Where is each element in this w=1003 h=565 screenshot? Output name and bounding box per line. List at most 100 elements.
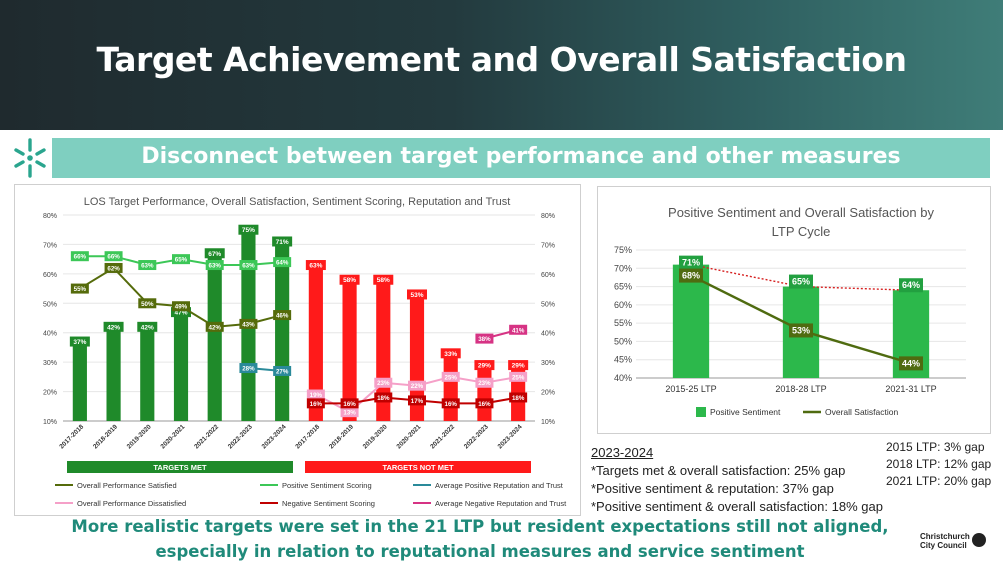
y-tick-label-left: 80% — [43, 213, 57, 220]
y-tick-label-left: 60% — [43, 272, 57, 279]
notes-panel: 2023-2024 *Targets met & overall satisfa… — [591, 444, 883, 516]
series-label-bg — [408, 380, 426, 391]
series-label: 16% — [310, 401, 323, 408]
bar-label-bg — [137, 321, 158, 332]
y-tick-label-left: 40% — [43, 331, 57, 338]
chart-title-line: Positive Sentiment and Overall Satisfact… — [668, 205, 934, 220]
legend-label: Average Negative Reputation and Trust — [435, 499, 567, 508]
bar-label-bg — [272, 236, 293, 247]
bar-label: 67% — [208, 251, 221, 258]
series-label-bg — [172, 254, 190, 265]
bar-label-bg — [373, 274, 394, 285]
series-label: 41% — [512, 327, 525, 334]
x-tick-label: 2023-2024 — [497, 423, 524, 450]
bar-label-bg — [305, 260, 326, 271]
page-title: Target Achievement and Overall Satisfact… — [96, 40, 907, 79]
y-tick-label-right: 60% — [541, 272, 555, 279]
los-target-chart-svg: LOS Target Performance, Overall Satisfac… — [43, 196, 567, 508]
series-label: 66% — [74, 254, 87, 261]
y-tick-label-left: 70% — [43, 242, 57, 249]
bar — [443, 353, 458, 421]
bar — [106, 326, 121, 421]
series-label-bg — [509, 371, 528, 382]
bar-label: 33% — [444, 351, 457, 358]
y-tick-label-right: 80% — [541, 213, 555, 220]
x-tick-label: 2018-2019 — [328, 423, 355, 450]
chart-title-line: LTP Cycle — [772, 224, 831, 239]
y-tick-label: 50% — [614, 336, 632, 346]
data-label-bg — [679, 268, 703, 283]
data-label-bg — [789, 274, 813, 289]
y-tick-label-left: 30% — [43, 360, 57, 367]
gap-item: 2018 LTP: 12% gap — [886, 457, 992, 471]
footer-line: More realistic targets were set in the 2… — [71, 517, 889, 536]
series-label-bg — [138, 298, 157, 309]
x-tick-label: 2020-2021 — [159, 423, 186, 450]
gap-item: 2021 LTP: 20% gap — [886, 474, 992, 488]
series-label-bg — [172, 301, 190, 312]
series-label-bg — [70, 251, 89, 262]
subtitle: Disconnect between target performance an… — [141, 144, 901, 169]
bar — [173, 312, 189, 421]
bar — [672, 264, 710, 378]
series-label-bg — [374, 392, 393, 403]
note-line: *Positive sentiment & overall satisfacti… — [591, 499, 883, 514]
y-tick-label-right: 20% — [541, 390, 555, 397]
series-label: 63% — [242, 263, 255, 270]
x-tick-label: 2023-2024 — [261, 423, 288, 450]
series-label: 16% — [478, 401, 491, 408]
series-label-bg — [306, 389, 325, 400]
legend-label: Overall Performance Dissatisfied — [77, 499, 186, 508]
legend-swatch — [696, 407, 706, 417]
group-label: TARGETS NOT MET — [382, 463, 454, 472]
series-label: 49% — [175, 304, 188, 311]
council-name-line: City Council — [920, 541, 967, 550]
notes-header: 2023-2024 — [591, 445, 654, 460]
note-line: *Positive sentiment & reputation: 37% ga… — [591, 481, 834, 496]
gap-list: 2015 LTP: 3% gap 2018 LTP: 12% gap 2021 … — [886, 439, 991, 490]
x-tick-label: 2019-2020 — [362, 423, 389, 450]
x-tick-label: 2017-2018 — [294, 423, 321, 450]
y-tick-label-left: 10% — [43, 419, 57, 426]
gap-item: 2015 LTP: 3% gap — [886, 440, 985, 454]
bar-label: 75% — [242, 227, 255, 234]
series-label-bg — [441, 398, 460, 409]
bar-label: 53% — [410, 292, 423, 299]
series-label-bg — [104, 262, 123, 273]
series-label: 43% — [242, 321, 255, 328]
series-label: 16% — [343, 401, 356, 408]
series-label-bg — [475, 398, 494, 409]
series-label: 13% — [343, 410, 356, 417]
series-label: 23% — [377, 380, 390, 387]
series-label: 18% — [512, 395, 525, 402]
footer-message: More realistic targets were set in the 2… — [40, 514, 920, 564]
bar-label-bg — [339, 274, 360, 285]
series-label: 55% — [74, 286, 87, 293]
series-label: 18% — [377, 395, 390, 402]
bar-label-bg — [103, 321, 124, 332]
x-tick-label: 2019-2020 — [126, 423, 153, 450]
x-tick-label: 2022-2023 — [227, 423, 254, 450]
series-label-bg — [408, 395, 426, 406]
series-label: 28% — [242, 366, 255, 373]
legend-label: Overall Satisfaction — [825, 407, 898, 417]
y-tick-label: 45% — [614, 355, 632, 365]
bar-label-bg — [474, 360, 495, 371]
x-tick-label: 2021-2022 — [193, 423, 220, 450]
y-tick-label-right: 50% — [541, 301, 555, 308]
series-label: 65% — [175, 257, 188, 264]
legend-label: Average Positive Reputation and Trust — [435, 481, 564, 490]
bar-label: 63% — [309, 263, 322, 270]
legend-label: Overall Performance Satisfied — [77, 481, 177, 490]
x-tick-label: 2018-2019 — [92, 423, 119, 450]
data-label: 64% — [902, 280, 920, 290]
chart-title: LOS Target Performance, Overall Satisfac… — [84, 196, 511, 208]
bar-label: 29% — [478, 363, 491, 370]
bar-label-bg — [238, 224, 259, 235]
series-label: 19% — [310, 392, 323, 399]
series-label-bg — [239, 260, 258, 271]
legend-label: Positive Sentiment — [710, 407, 781, 417]
series-label-bg — [475, 333, 494, 344]
subtitle-bar: Disconnect between target performance an… — [52, 138, 990, 178]
series-label: 63% — [141, 263, 154, 270]
